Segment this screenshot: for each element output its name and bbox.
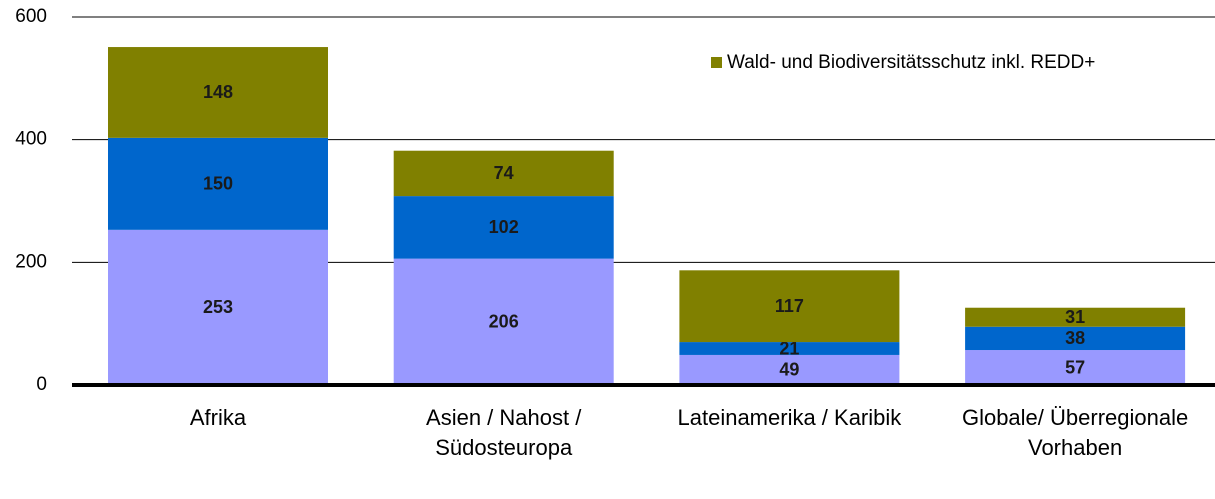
value-label: 49 [779,360,799,380]
bar-segment [679,342,900,355]
bar-segment [679,270,900,343]
bar-segment [108,137,328,230]
x-tick-label: Asien / Nahost / Südosteuropa [426,405,582,460]
bar-segment [108,229,328,385]
value-label: 102 [489,217,519,237]
x-tick-label: Afrika [189,405,247,430]
y-tick-label: 0 [36,374,47,395]
y-tick-label: 400 [15,129,47,150]
legend-swatch [711,57,722,68]
bar-segment [393,258,614,385]
x-tick-label: Globale/ Überregionale Vorhaben [961,405,1189,460]
bar-segment [679,354,900,385]
value-label: 21 [779,338,799,358]
bar-segment [965,307,1186,327]
value-label: 31 [1065,307,1085,327]
value-label: 57 [1065,357,1085,377]
value-label: 150 [203,174,233,194]
value-label: 74 [494,163,514,183]
y-tick-label: 200 [15,251,47,272]
bar-segment [965,350,1186,385]
bar-segment [965,326,1186,351]
bar-segment [393,196,614,259]
x-tick-label: Lateinamerika / Karibik [677,405,902,430]
legend-label: Wald- und Biodiversitätsschutz inkl. RED… [727,52,1096,73]
value-label: 38 [1065,328,1085,348]
bar-segment [393,150,614,197]
bar-segment [108,47,328,138]
value-label: 206 [489,312,519,332]
value-label: 117 [775,296,804,316]
value-label: 148 [203,82,233,102]
y-tick-label: 600 [15,6,47,27]
value-label: 253 [203,297,233,317]
